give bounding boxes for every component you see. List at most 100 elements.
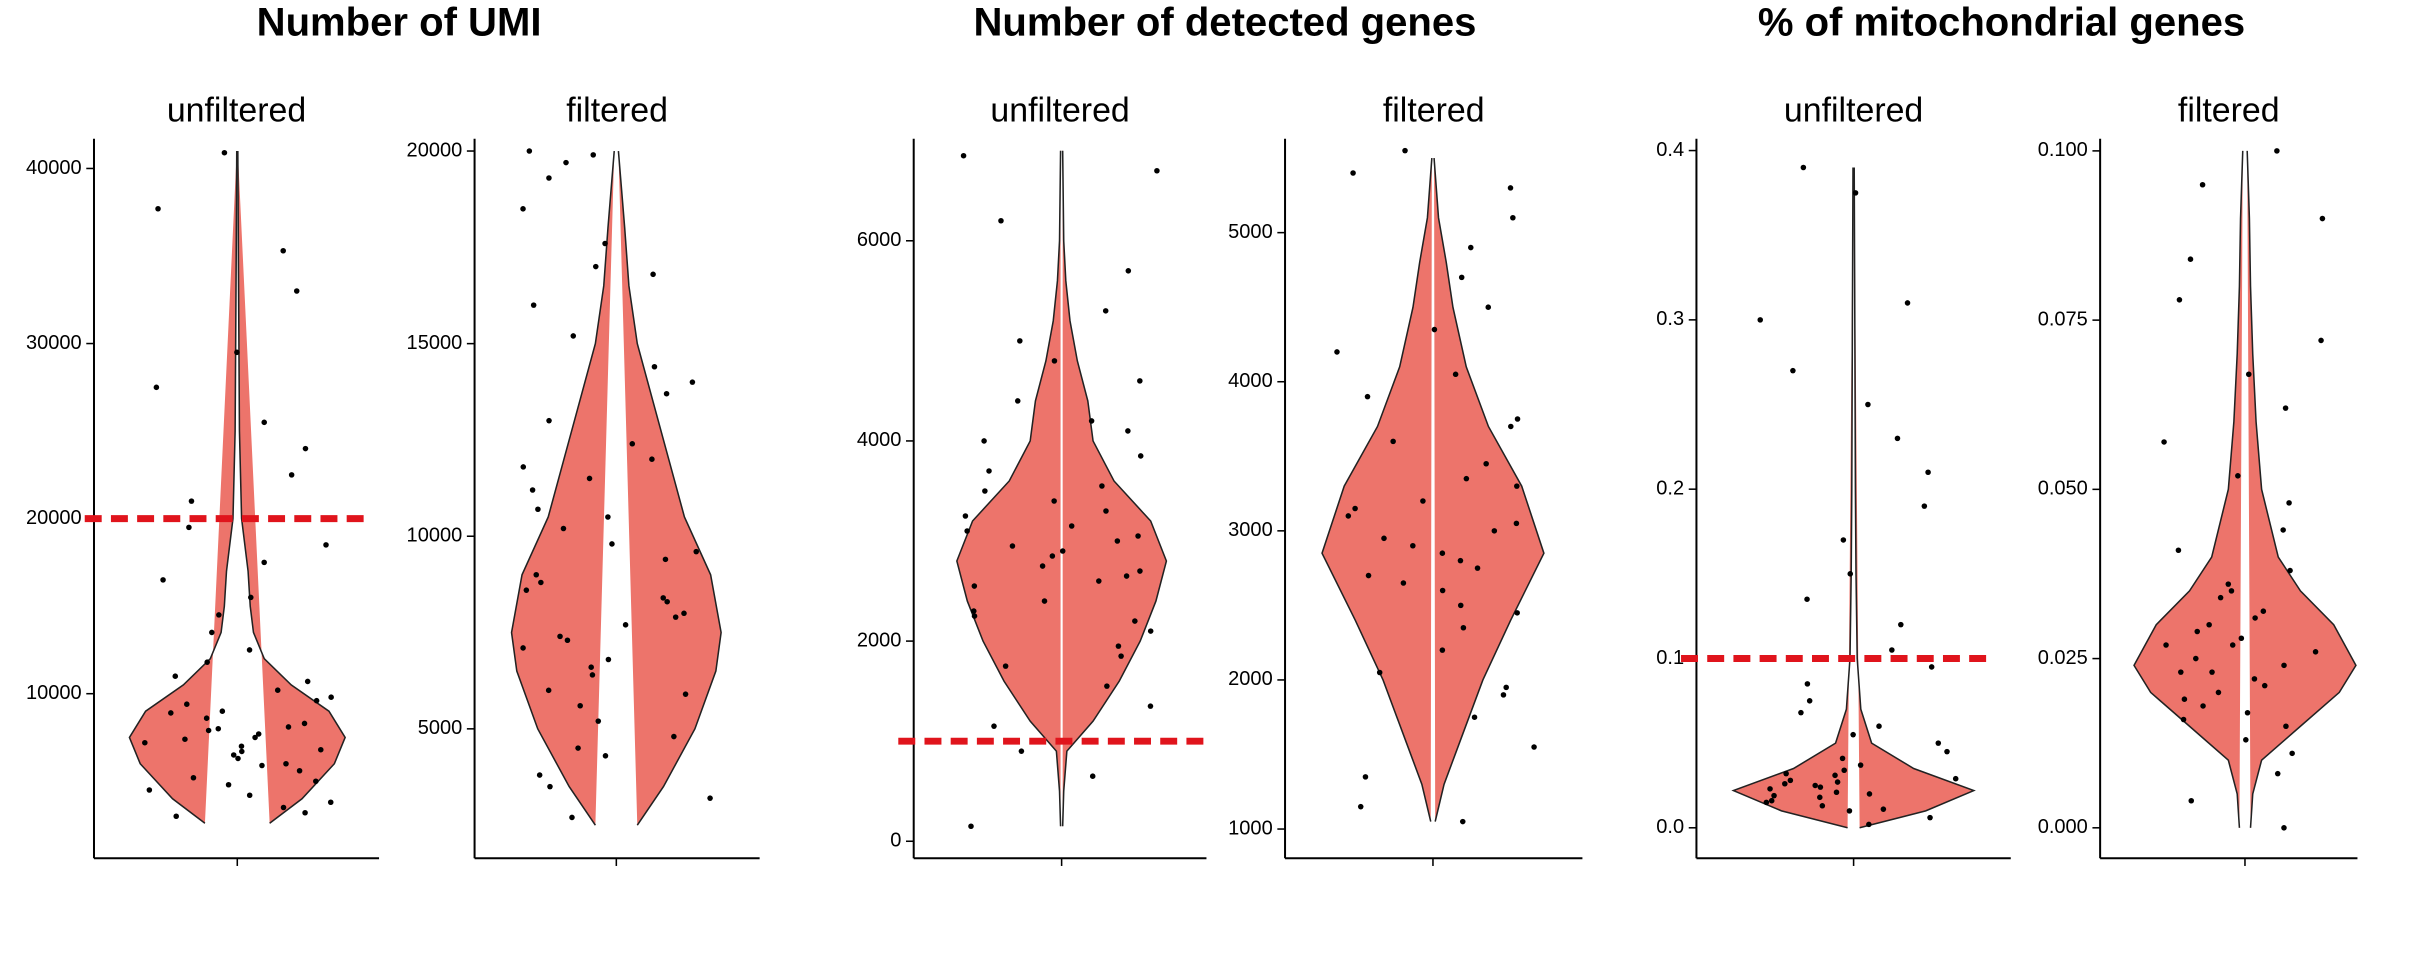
point [1334,349,1340,355]
point [2235,473,2241,479]
point [592,263,599,270]
point [1381,535,1387,542]
point [2206,621,2212,628]
point [1513,520,1520,527]
y-tick-label: 10000 [26,682,82,704]
point [1880,806,1887,812]
point [274,687,281,693]
y-tick-label: 4000 [857,429,902,451]
point [2215,689,2222,696]
point [586,475,593,482]
panel-title: unfiltered [167,91,306,129]
point [1817,784,1824,790]
point [960,152,967,159]
point [526,148,533,154]
point [1812,782,1818,789]
point [1503,684,1509,691]
point [1847,571,1854,577]
point [1485,304,1492,310]
point [1782,780,1788,787]
point [1783,770,1789,777]
point [239,748,245,755]
point [545,687,552,694]
point [546,175,552,181]
point [285,724,292,730]
point [1841,767,1847,774]
point [1790,367,1796,374]
group-title: % of mitochondrial genes [1758,0,2245,44]
point [1452,371,1459,378]
point [313,778,319,785]
point [1439,587,1446,594]
point [1866,791,1873,797]
violin-half [1321,158,1433,822]
point [1376,669,1383,676]
point [1531,744,1537,750]
point [1458,274,1465,281]
y-tick-label: 0.0 [1656,816,1684,838]
y-tick-label: 0.2 [1656,477,1684,499]
point [1123,573,1130,579]
point [1876,723,1882,729]
point [1787,777,1794,784]
point [998,217,1004,224]
point [1460,624,1467,631]
point [190,774,197,781]
point [327,799,334,806]
point [2319,215,2326,222]
point [2194,628,2201,635]
point [2312,649,2319,655]
point [2217,594,2224,601]
point [1510,214,1516,221]
point [1800,164,1807,171]
point [216,612,222,618]
point [629,441,636,447]
point [2229,642,2236,648]
point [160,577,166,583]
violin-outline [237,150,347,824]
point [205,727,212,734]
point [570,333,577,339]
point [304,678,311,685]
point [1125,428,1131,434]
point [2178,669,2184,675]
point [1410,542,1416,549]
point [964,528,970,534]
point [238,743,245,749]
point [2243,737,2249,743]
point [2175,547,2182,554]
point [301,720,308,727]
violin-outline [1061,150,1168,827]
point [2282,405,2289,411]
point [1763,799,1770,806]
point [2238,635,2245,642]
panel-title: filtered [566,91,668,129]
point [2260,608,2267,614]
point [1099,483,1105,489]
point [1850,731,1856,738]
point [2289,750,2295,757]
violin-half [956,150,1061,827]
point [1420,498,1426,504]
y-tick-label: 0.100 [2038,139,2088,161]
point [2252,615,2258,621]
point [2287,567,2293,574]
point [2161,439,2167,445]
point [523,587,530,593]
violin-outline [1433,158,1545,822]
point [1474,565,1481,571]
point [1804,681,1811,687]
panel-title: filtered [1383,91,1485,129]
point [1017,338,1023,344]
point [1362,774,1369,780]
point [1804,596,1810,602]
violin-half [1433,158,1545,822]
point [1114,538,1121,544]
point [2225,581,2232,587]
point [546,417,552,424]
point [1834,779,1841,785]
point [246,792,253,799]
point [1833,789,1840,796]
point [564,637,571,644]
